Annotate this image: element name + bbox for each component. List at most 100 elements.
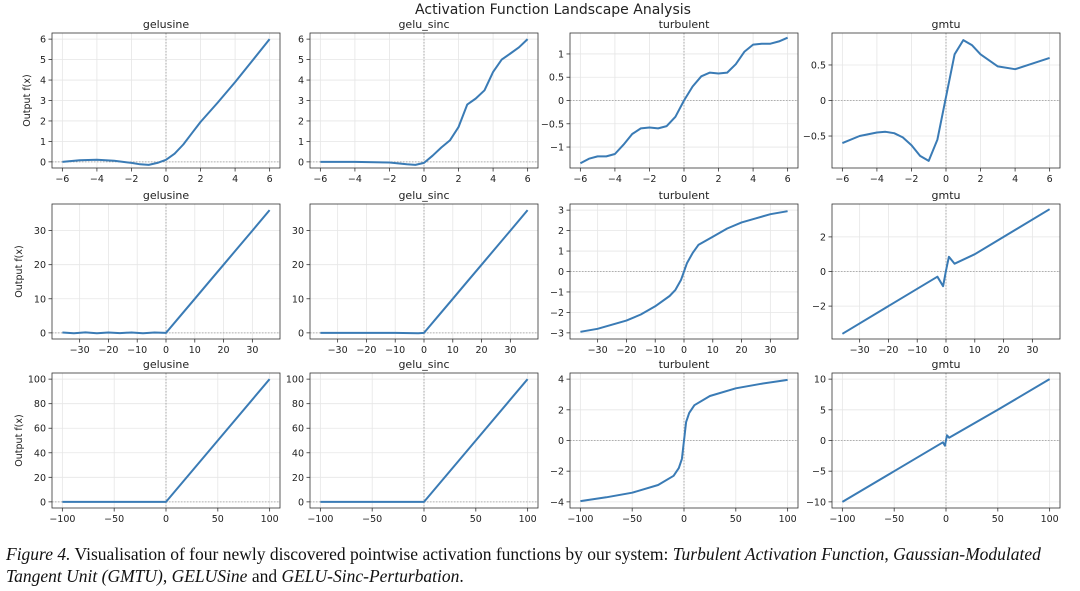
series-line-turbulent xyxy=(580,378,788,503)
y-tick-label: −3 xyxy=(550,328,564,339)
y-axis-label: Output f(x) xyxy=(22,74,33,126)
subplot-title: gmtu xyxy=(932,358,961,371)
y-tick-label: 5 xyxy=(40,55,46,66)
y-tick-label: 20 xyxy=(292,260,304,271)
y-tick-label: 1 xyxy=(558,247,564,258)
caption-name-gelusine: GELUSine xyxy=(171,566,248,586)
y-tick-label: 0 xyxy=(558,436,564,447)
x-tick-label: 30 xyxy=(1026,345,1038,356)
x-tick-label: 30 xyxy=(504,345,516,356)
y-tick-label: 6 xyxy=(298,35,304,46)
x-tick-label: −4 xyxy=(870,174,884,185)
x-tick-label: 4 xyxy=(490,174,496,185)
y-tick-label: 1 xyxy=(40,137,46,148)
y-tick-label: 100 xyxy=(28,375,46,386)
x-tick-label: −6 xyxy=(313,174,327,185)
x-tick-label: 0 xyxy=(421,514,427,525)
y-tick-label: 40 xyxy=(292,448,304,459)
y-tick-label: 0 xyxy=(820,267,826,278)
y-tick-label: 0 xyxy=(820,96,826,107)
x-tick-label: 2 xyxy=(456,174,462,185)
y-tick-label: 10 xyxy=(814,375,826,386)
y-tick-label: 0.5 xyxy=(549,73,564,84)
x-tick-label: 6 xyxy=(1047,174,1053,185)
x-tick-label: 10 xyxy=(707,345,719,356)
x-tick-label: 50 xyxy=(992,514,1004,525)
x-tick-label: −10 xyxy=(645,345,665,356)
series-line-gelusine xyxy=(62,38,271,166)
x-tick-label: 0 xyxy=(943,345,949,356)
y-tick-label: 3 xyxy=(298,96,304,107)
y-tick-label: 5 xyxy=(298,55,304,66)
x-tick-label: −20 xyxy=(616,345,636,356)
x-tick-label: −50 xyxy=(622,514,642,525)
x-tick-label: −20 xyxy=(356,345,376,356)
x-tick-label: 0 xyxy=(163,174,169,185)
series-line-gmtu xyxy=(841,208,1051,335)
x-tick-label: −6 xyxy=(573,174,587,185)
x-tick-label: 20 xyxy=(476,345,488,356)
y-tick-label: −1 xyxy=(550,143,564,154)
series-line-gmtu xyxy=(842,39,1050,162)
y-tick-label: 3 xyxy=(40,96,46,107)
subplot-gelusine-r0: −6 −4 −2 0 2 4 6 0 1 2 3 4 5 6 gelusine Output f(x) xyxy=(22,18,281,185)
subplot-title: gelu_sinc xyxy=(398,358,449,371)
subplot-title: gmtu xyxy=(932,189,961,202)
x-tick-label: −4 xyxy=(348,174,362,185)
subplot-title: gelu_sinc xyxy=(398,189,449,202)
series-line-gelusine xyxy=(62,209,271,335)
subplot-title: gmtu xyxy=(932,18,961,31)
x-tick-label: −10 xyxy=(907,345,927,356)
y-tick-label: 60 xyxy=(34,424,46,435)
y-tick-label: −2 xyxy=(812,302,826,313)
x-tick-label: 2 xyxy=(716,174,722,185)
x-tick-label: 4 xyxy=(232,174,238,185)
y-tick-label: 10 xyxy=(34,294,46,305)
y-tick-label: 0 xyxy=(40,497,46,508)
x-tick-label: −10 xyxy=(127,345,147,356)
y-axis-label: Output f(x) xyxy=(14,414,25,466)
y-tick-label: 0 xyxy=(558,267,564,278)
subplot-gmtu-r0: −6 −4 −2 0 2 4 6 −0.5 0 0.5 gmtu xyxy=(803,18,1061,185)
subplot-turbulent-r2: −100 −50 0 50 100 −4 −2 0 2 4 turbulent xyxy=(550,358,799,525)
x-tick-label: 100 xyxy=(1041,514,1059,525)
x-tick-label: 30 xyxy=(764,345,776,356)
y-axis-label: Output f(x) xyxy=(14,245,25,297)
figure-caption: Figure 4. Visualisation of four newly di… xyxy=(6,543,1074,587)
y-tick-label: 30 xyxy=(34,226,46,237)
x-tick-label: 0 xyxy=(163,514,169,525)
series-line-turbulent xyxy=(579,36,788,165)
subplot-turbulent-r0: −6 −4 −2 0 2 4 6 −1 −0.5 0 0.5 1 turbulent xyxy=(541,18,799,185)
x-tick-label: 0 xyxy=(421,345,427,356)
y-tick-label: 20 xyxy=(34,473,46,484)
caption-label: Figure 4. xyxy=(6,544,71,564)
x-tick-label: −100 xyxy=(567,514,593,525)
x-tick-label: 100 xyxy=(261,514,279,525)
x-tick-label: 10 xyxy=(447,345,459,356)
x-tick-label: −6 xyxy=(55,174,69,185)
x-tick-label: 20 xyxy=(998,345,1010,356)
y-tick-label: −4 xyxy=(550,497,564,508)
x-tick-label: 6 xyxy=(525,174,531,185)
x-tick-label: −10 xyxy=(385,345,405,356)
y-tick-label: 1 xyxy=(558,49,564,60)
x-tick-label: 2 xyxy=(198,174,204,185)
y-tick-label: 20 xyxy=(292,473,304,484)
y-tick-label: 0 xyxy=(298,328,304,339)
series-line-turbulent xyxy=(580,210,788,333)
y-tick-label: 2 xyxy=(820,232,826,243)
y-tick-label: 20 xyxy=(34,260,46,271)
series-line-gelu_sinc xyxy=(320,378,529,503)
x-tick-label: 20 xyxy=(736,345,748,356)
y-tick-label: −10 xyxy=(806,497,826,508)
y-tick-label: 0.5 xyxy=(811,60,826,71)
subplot-gelusine-r1: −30 −20 −10 0 10 20 30 0 10 20 30 gelusine Output f(… xyxy=(14,189,281,356)
subplot-title: gelusine xyxy=(143,358,190,371)
y-tick-label: −2 xyxy=(550,308,564,319)
x-tick-label: −2 xyxy=(642,174,656,185)
y-tick-label: 10 xyxy=(292,294,304,305)
x-tick-label: −4 xyxy=(608,174,622,185)
subplot-gelusine-r2: −100 −50 0 50 100 0 20 40 60 80 100 gelusine Output … xyxy=(14,358,281,525)
